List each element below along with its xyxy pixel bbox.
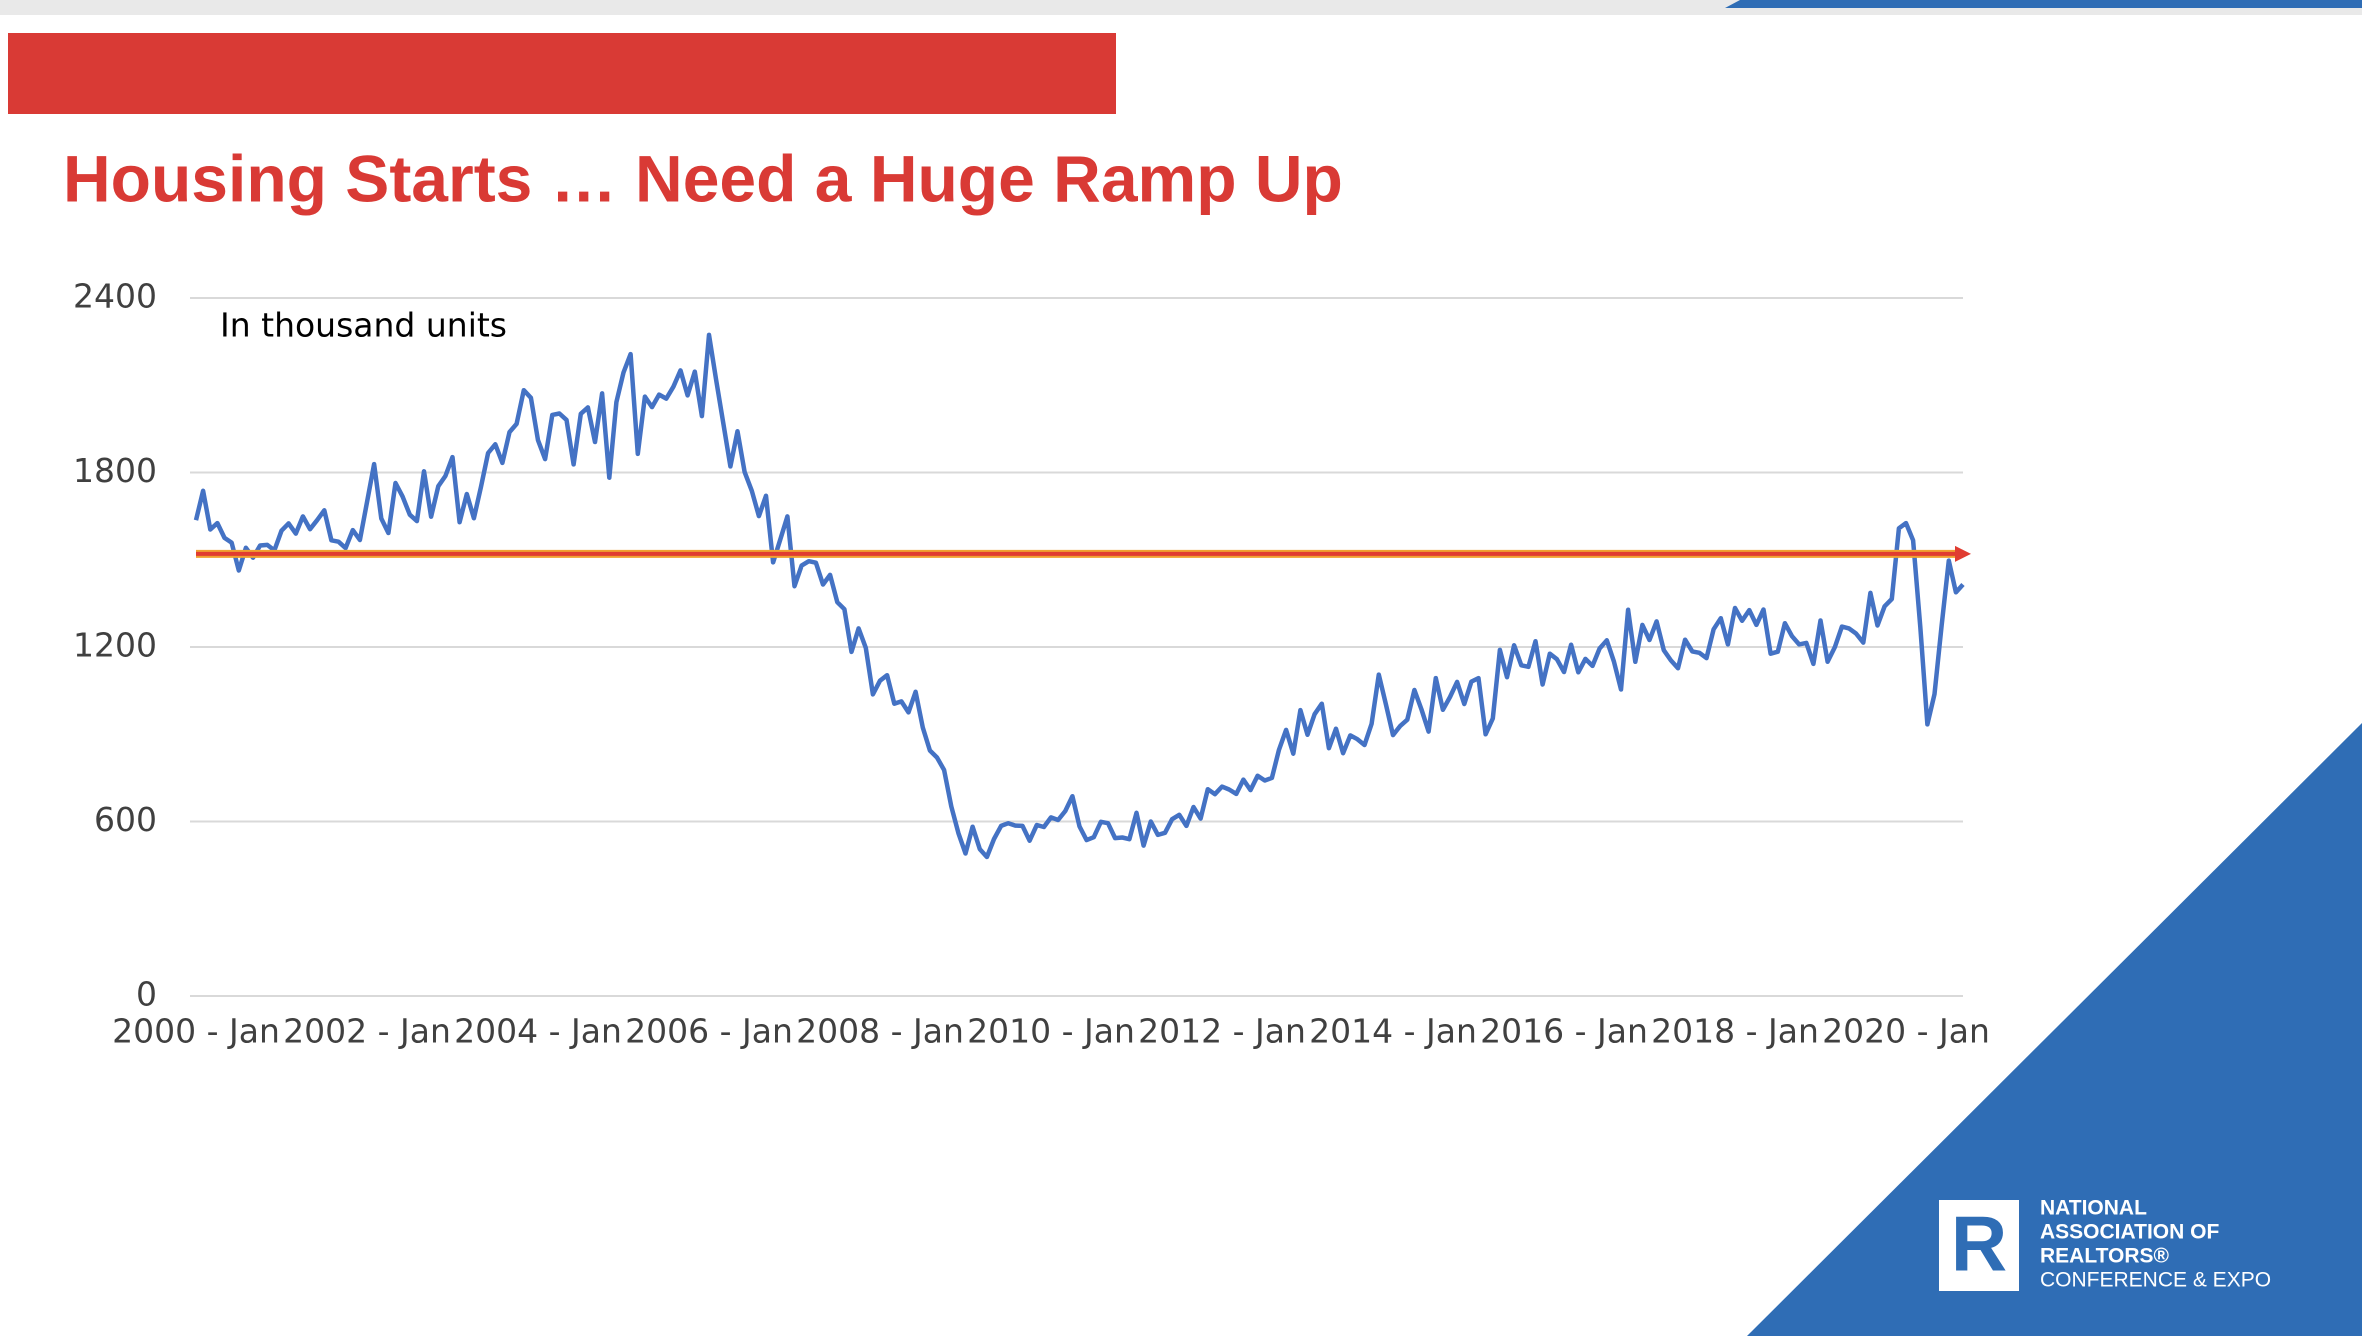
- y-tick-label: 600: [94, 800, 157, 839]
- y-tick-label: 1800: [73, 451, 157, 490]
- x-tick-label: 2010 - Jan: [967, 1012, 1135, 1051]
- x-tick-label: 2002 - Jan: [283, 1012, 451, 1051]
- x-tick-label: 2016 - Jan: [1480, 1012, 1648, 1051]
- data-line: [193, 332, 1965, 860]
- logo-letter: R: [1951, 1200, 2007, 1288]
- annotation: In thousand units: [220, 306, 507, 345]
- logo-text: NATIONAL: [2040, 1197, 2147, 1220]
- x-tick-label: 2020 - Jan: [1822, 1012, 1990, 1051]
- y-tick-label: 2400: [73, 277, 157, 316]
- y-tick-label: 0: [136, 975, 157, 1014]
- x-tick-label: 2006 - Jan: [625, 1012, 793, 1051]
- logo: R NATIONAL ASSOCIATION OF REALTORS® CONF…: [1939, 1197, 2271, 1292]
- reference-arrow: [1955, 545, 1971, 562]
- x-tick-label: 2008 - Jan: [796, 1012, 964, 1051]
- logo-text: REALTORS®: [2040, 1245, 2170, 1268]
- logo-box: [1939, 1200, 2019, 1291]
- logo-text: ASSOCIATION OF: [2040, 1221, 2219, 1244]
- slide-title: Housing Starts … Need a Huge Ramp Up: [63, 141, 1343, 215]
- x-tick-label: 2004 - Jan: [454, 1012, 622, 1051]
- y-tick-label: 1200: [73, 626, 157, 665]
- x-tick-label: 2012 - Jan: [1138, 1012, 1306, 1051]
- x-tick-label: 2018 - Jan: [1651, 1012, 1819, 1051]
- x-tick-label: 2000 - Jan: [112, 1012, 280, 1051]
- corner-triangle: [1747, 723, 2362, 1336]
- logo-text: CONFERENCE & EXPO: [2040, 1269, 2271, 1292]
- x-tick-label: 2014 - Jan: [1309, 1012, 1477, 1051]
- header-bar: [8, 33, 1116, 114]
- corner-accent: [1725, 0, 2362, 8]
